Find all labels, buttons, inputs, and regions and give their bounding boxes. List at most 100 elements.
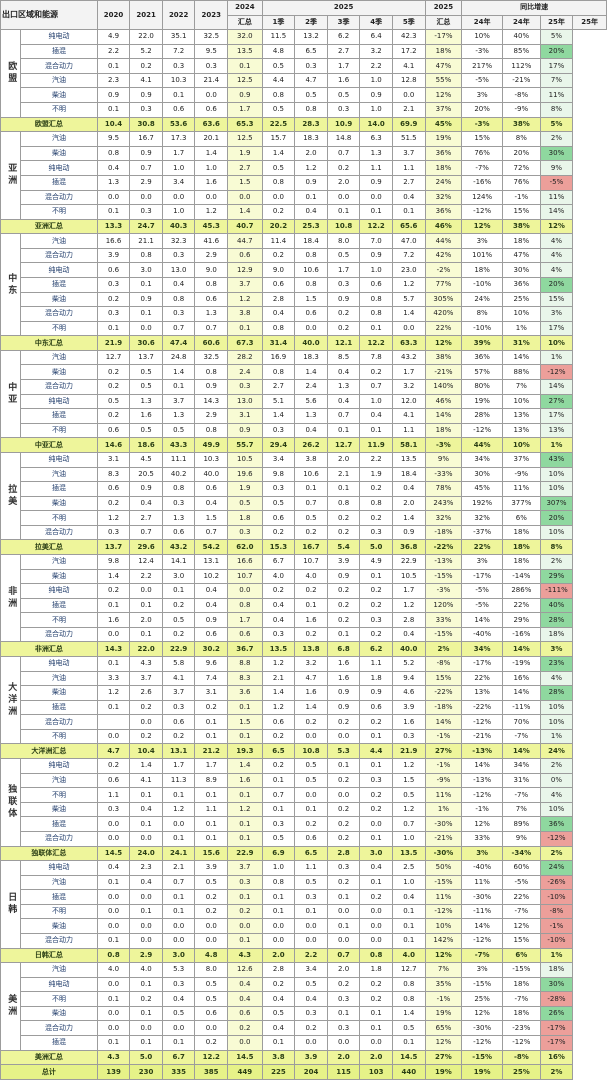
table-cell[interactable]: 60% bbox=[502, 860, 541, 876]
table-cell[interactable]: 77% bbox=[424, 276, 463, 293]
table-cell[interactable]: 0.3 bbox=[261, 422, 296, 439]
table-cell[interactable]: 0.0 bbox=[161, 1020, 196, 1037]
table-cell[interactable]: 1.7 bbox=[326, 262, 361, 278]
table-cell[interactable]: 10% bbox=[539, 466, 574, 483]
year-header[interactable]: 2022 bbox=[161, 0, 196, 31]
table-cell[interactable]: -7% bbox=[502, 991, 541, 1007]
table-cell[interactable]: 2.3 bbox=[129, 860, 163, 876]
table-cell[interactable]: 27% bbox=[424, 743, 463, 760]
table-cell[interactable]: 0.2 bbox=[326, 597, 361, 614]
row-label[interactable]: 不明 bbox=[20, 204, 98, 220]
table-cell[interactable]: 0.2 bbox=[359, 787, 393, 803]
table-cell[interactable]: 0.1 bbox=[294, 481, 328, 497]
table-cell[interactable]: 0.2 bbox=[261, 976, 296, 993]
table-cell[interactable]: 28% bbox=[539, 612, 574, 628]
row-label[interactable]: 柴油 bbox=[20, 685, 98, 701]
table-cell[interactable]: 27% bbox=[424, 1049, 463, 1066]
table-cell[interactable]: -3% bbox=[461, 43, 503, 60]
total-label[interactable]: 非洲汇总 bbox=[0, 641, 98, 658]
table-cell[interactable]: 0.9 bbox=[294, 174, 328, 191]
table-cell[interactable]: 0.0 bbox=[129, 189, 163, 206]
table-cell[interactable]: 0.0 bbox=[227, 583, 263, 599]
table-cell[interactable]: 0.5 bbox=[96, 393, 131, 410]
table-cell[interactable]: 0.6 bbox=[194, 102, 229, 118]
table-cell[interactable]: 1.1 bbox=[391, 160, 426, 176]
table-cell[interactable]: 0.4 bbox=[129, 874, 163, 891]
table-cell[interactable]: 40% bbox=[502, 29, 541, 45]
table-cell[interactable]: 4.5 bbox=[129, 451, 163, 468]
table-cell[interactable]: 0.1 bbox=[391, 918, 426, 934]
table-cell[interactable]: 0.1 bbox=[294, 597, 328, 614]
table-cell[interactable]: 0.5 bbox=[391, 787, 426, 803]
table-cell[interactable]: 8.8 bbox=[227, 656, 263, 672]
table-cell[interactable]: 2.8 bbox=[326, 845, 361, 862]
table-cell[interactable]: -5% bbox=[461, 583, 503, 599]
row-label[interactable]: 混合动力 bbox=[20, 58, 98, 74]
table-cell[interactable]: 89% bbox=[502, 816, 541, 832]
table-cell[interactable]: 3.0 bbox=[359, 845, 393, 862]
table-cell[interactable]: -1% bbox=[461, 801, 503, 818]
table-cell[interactable]: 2% bbox=[539, 553, 574, 570]
table-cell[interactable]: 63.6 bbox=[194, 116, 229, 133]
row-label[interactable]: 汽油 bbox=[20, 131, 98, 147]
table-cell[interactable]: 30.8 bbox=[129, 116, 163, 133]
table-cell[interactable]: 0.4 bbox=[129, 801, 163, 818]
table-cell[interactable]: 4.0 bbox=[294, 568, 328, 585]
table-cell[interactable]: 1.9 bbox=[227, 481, 263, 497]
table-cell[interactable]: 0.0 bbox=[194, 87, 229, 104]
table-cell[interactable]: 9.0 bbox=[261, 262, 296, 278]
table-cell[interactable]: 24% bbox=[539, 860, 574, 876]
table-cell[interactable]: 0.0 bbox=[161, 933, 196, 949]
table-cell[interactable]: 0.6 bbox=[96, 422, 131, 439]
table-cell[interactable]: 0.2 bbox=[326, 320, 361, 337]
table-cell[interactable]: 12.5 bbox=[227, 72, 263, 89]
row-label[interactable]: 插混 bbox=[20, 816, 98, 832]
table-cell[interactable]: 0.2 bbox=[129, 728, 163, 745]
table-cell[interactable]: -10% bbox=[461, 276, 503, 293]
table-cell[interactable]: 0.3 bbox=[359, 772, 393, 789]
table-cell[interactable]: 0.2 bbox=[161, 597, 196, 614]
table-cell[interactable]: 4.1 bbox=[391, 58, 426, 74]
table-cell[interactable]: 0.2 bbox=[294, 714, 328, 730]
table-cell[interactable]: 243% bbox=[424, 495, 463, 512]
table-cell[interactable]: 16.7 bbox=[294, 539, 328, 555]
table-cell[interactable]: 0.7 bbox=[326, 947, 361, 964]
table-cell[interactable]: 0.9 bbox=[359, 685, 393, 701]
table-cell[interactable]: -16% bbox=[461, 174, 503, 191]
table-cell[interactable]: 5.3 bbox=[161, 962, 196, 978]
table-cell[interactable]: 24.7 bbox=[129, 218, 163, 235]
table-cell[interactable]: 0.0 bbox=[326, 189, 361, 206]
table-cell[interactable]: 5.2 bbox=[129, 43, 163, 60]
table-cell[interactable]: 0.2 bbox=[359, 510, 393, 526]
table-cell[interactable]: 2.1 bbox=[161, 860, 196, 876]
table-cell[interactable]: 0.1 bbox=[359, 204, 393, 220]
row-label[interactable]: 纯电动 bbox=[20, 451, 98, 468]
table-cell[interactable]: 51.5 bbox=[391, 131, 426, 147]
table-cell[interactable]: 0.0 bbox=[96, 903, 131, 920]
table-cell[interactable]: 3.9 bbox=[391, 699, 426, 716]
table-cell[interactable]: 24.1 bbox=[161, 845, 196, 862]
table-cell[interactable]: 3.2 bbox=[359, 43, 393, 60]
table-cell[interactable]: 0.8 bbox=[261, 320, 296, 337]
table-cell[interactable]: 0.1 bbox=[194, 816, 229, 832]
table-cell[interactable]: 20% bbox=[539, 510, 574, 526]
table-cell[interactable]: 0.1 bbox=[391, 204, 426, 220]
table-cell[interactable]: 4.0 bbox=[129, 962, 163, 978]
table-cell[interactable]: 14.3 bbox=[194, 393, 229, 410]
table-cell[interactable]: 10% bbox=[502, 393, 541, 410]
table-cell[interactable]: 0.1 bbox=[161, 583, 196, 599]
table-cell[interactable]: 0.2 bbox=[96, 364, 131, 381]
table-cell[interactable]: 7.2 bbox=[391, 247, 426, 264]
table-cell[interactable]: -2% bbox=[424, 262, 463, 278]
table-cell[interactable]: -19% bbox=[502, 656, 541, 672]
table-cell[interactable]: 12% bbox=[424, 1035, 463, 1051]
table-cell[interactable]: 0.2 bbox=[227, 903, 263, 920]
table-cell[interactable]: 1.3 bbox=[194, 306, 229, 322]
table-cell[interactable]: 0.9 bbox=[227, 422, 263, 439]
table-cell[interactable]: 13% bbox=[539, 422, 574, 439]
table-cell[interactable]: -12% bbox=[539, 830, 574, 847]
table-cell[interactable]: 15% bbox=[502, 204, 541, 220]
table-cell[interactable]: 4.0 bbox=[96, 962, 131, 978]
table-cell[interactable]: -22% bbox=[424, 539, 463, 555]
table-cell[interactable]: 1.6 bbox=[129, 408, 163, 424]
